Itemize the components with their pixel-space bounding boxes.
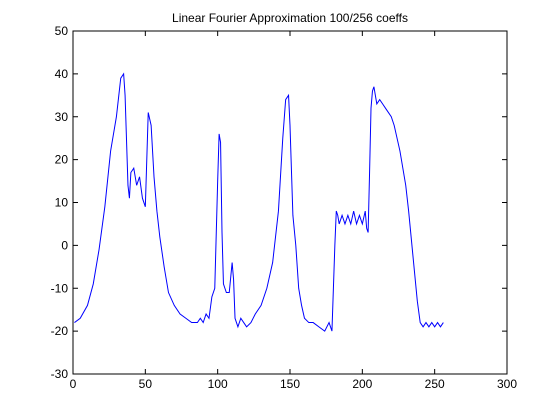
y-tick-label: 30	[55, 110, 69, 124]
y-tick-label: -10	[51, 281, 69, 295]
x-tick-label: 100	[208, 377, 228, 391]
x-tick-label: 150	[280, 377, 300, 391]
plot-background	[73, 31, 507, 374]
y-tick-label: 50	[55, 24, 69, 38]
plot-frame	[72, 30, 508, 375]
axis-tick-labels: 0 50 100 150 200 250 300 -30 -20 -10 0 10 20 30 40 50	[51, 24, 518, 391]
y-tick-label: -30	[51, 367, 69, 381]
x-tick-label: 50	[139, 377, 153, 391]
y-tick-label: -20	[51, 324, 69, 338]
y-tick-label: 20	[55, 153, 69, 167]
x-tick-label: 300	[497, 377, 517, 391]
x-tick-label: 200	[352, 377, 372, 391]
y-tick-label: 40	[55, 67, 69, 81]
x-tick-label: 250	[425, 377, 445, 391]
y-tick-label: 10	[55, 196, 69, 210]
y-tick-label: 0	[61, 238, 68, 252]
chart-title: Linear Fourier Approximation 100/256 coe…	[172, 11, 408, 25]
x-tick-label: 0	[70, 377, 77, 391]
series-line	[74, 72, 444, 332]
